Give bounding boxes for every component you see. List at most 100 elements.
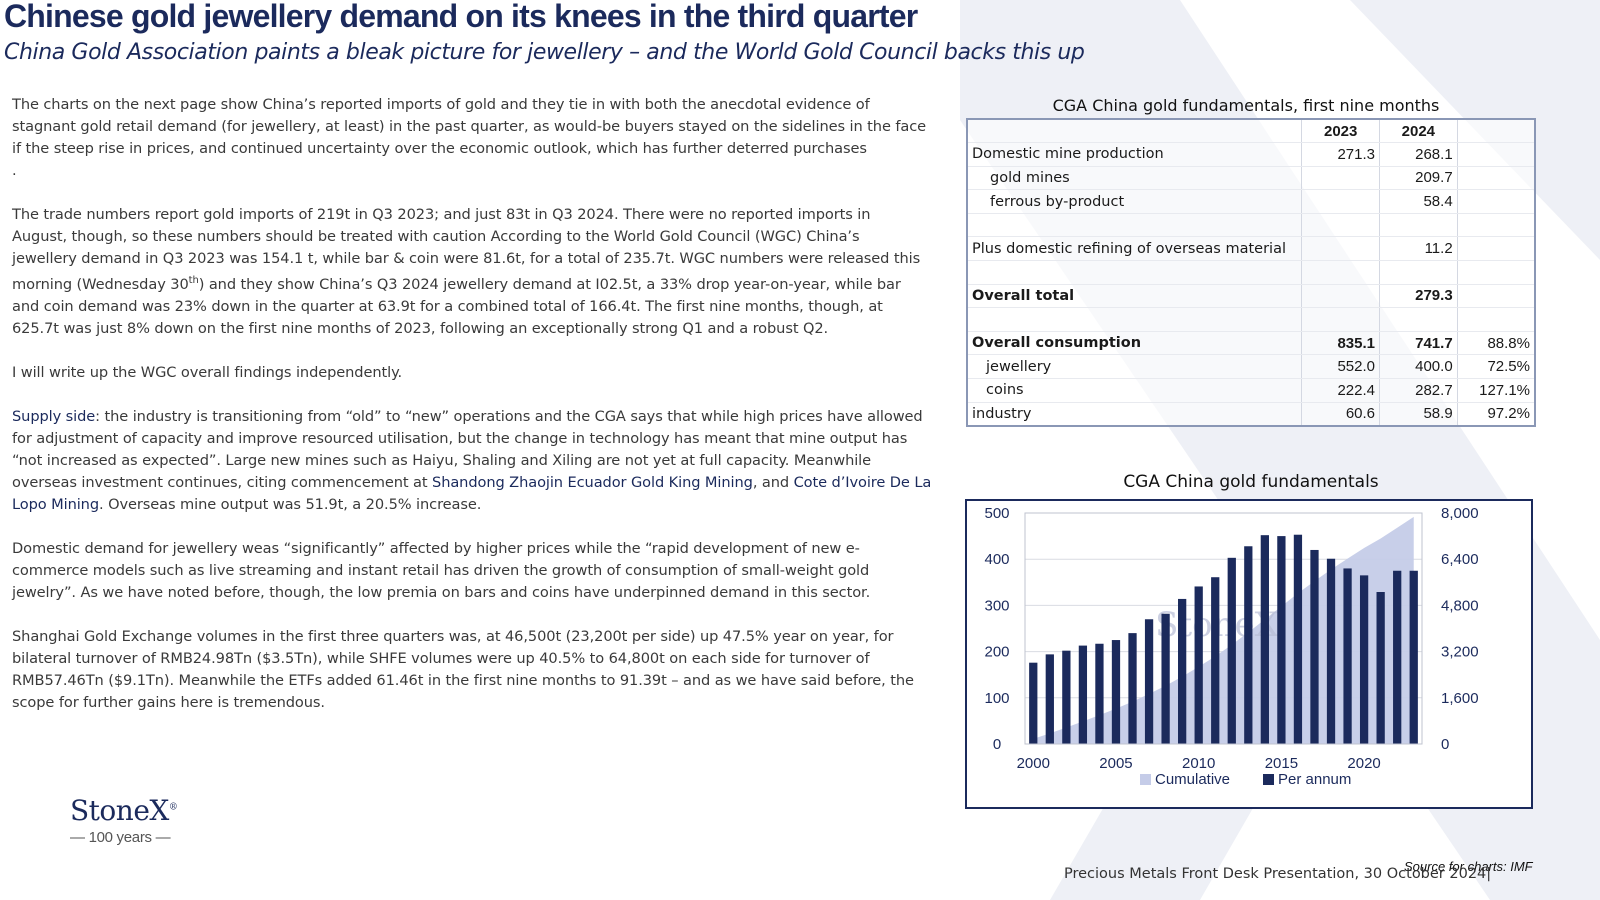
paragraph-line: overseas investment continues, citing co… — [12, 473, 932, 491]
table-cell: Overall total — [967, 284, 1303, 309]
x-tick-label: 2010 — [1182, 755, 1215, 772]
table-cell — [1457, 260, 1535, 285]
table-cell: 60.6 — [1301, 402, 1381, 427]
y-left-tick-label: 400 — [984, 551, 1009, 568]
table-cell: 58.4 — [1379, 189, 1458, 214]
table-cell — [1457, 142, 1535, 167]
table-row: Overall total 279.3 — [967, 284, 1535, 309]
paragraph-line: Supply side: the industry is transitioni… — [12, 407, 923, 425]
table-cell: gold mines — [967, 166, 1303, 191]
table-cell: 552.0 — [1301, 354, 1381, 380]
bar-per-annum-2021 — [1376, 592, 1385, 744]
paragraph-line: The trade numbers report gold imports of… — [12, 206, 871, 223]
paragraph-line: August, though, so these numbers should … — [12, 228, 860, 245]
bar-per-annum-2003 — [1078, 645, 1088, 744]
paragraph-line: Shanghai Gold Exchange volumes in the fi… — [12, 627, 894, 645]
table-cell — [967, 119, 1303, 144]
paragraph-line: “not increased as expected”. Large new m… — [12, 451, 872, 469]
table-cell: 88.8% — [1457, 331, 1535, 356]
y-right-tick-label: 1,600 — [1441, 690, 1479, 707]
table-cell: 222.4 — [1301, 378, 1381, 403]
fundamentals-table: 2023 2024 Domestic mine production 271.3… — [966, 118, 1536, 427]
link-lopo-mining[interactable]: Lopo Mining — [12, 495, 99, 513]
y-left-tick-label: 500 — [984, 505, 1009, 522]
table-cell — [1457, 119, 1535, 144]
table-cell — [967, 307, 1303, 332]
x-tick-label: 2020 — [1347, 755, 1380, 772]
table-cell: Plus domestic refining of overseas mater… — [967, 236, 1303, 262]
page-subtitle: China Gold Association paints a bleak pi… — [4, 40, 1085, 65]
table-cell: Domestic mine production — [967, 142, 1303, 167]
y-right-tick-label: 8,000 — [1441, 505, 1479, 522]
bar-per-annum-2023 — [1409, 570, 1418, 744]
table-cell: 279.3 — [1379, 284, 1458, 309]
table-cell: Overall consumption — [967, 331, 1303, 356]
bar-per-annum-2009 — [1178, 598, 1187, 744]
logo-years: — 100 years — — [70, 829, 171, 846]
table-cell — [967, 213, 1303, 238]
link-cote-divoire[interactable]: Cote d’Ivoire De La — [793, 473, 932, 491]
bar-per-annum-2001 — [1045, 654, 1054, 744]
paragraph-line: 625.7t was just 8% down on the first nin… — [12, 319, 829, 337]
legend-label-per-annum: Per annum — [1278, 771, 1351, 788]
table-cell: 11.2 — [1379, 236, 1458, 262]
table-row: jewellery 552.0 400.0 72.5% — [967, 354, 1535, 380]
y-left-tick-label: 100 — [984, 690, 1009, 707]
table-cell — [1301, 189, 1381, 214]
table-cell: jewellery — [967, 354, 1303, 380]
table-cell: 400.0 — [1379, 354, 1458, 380]
x-tick-label: 2005 — [1099, 755, 1132, 772]
paragraph-line: Lopo Mining. Overseas mine output was 51… — [12, 495, 482, 513]
plot-frame — [1024, 512, 1423, 745]
table-cell — [1301, 236, 1381, 262]
table-row — [967, 307, 1535, 332]
table-cell — [1301, 307, 1381, 332]
y-right-tick-label: 3,200 — [1441, 644, 1479, 661]
table-cell: 72.5% — [1457, 354, 1535, 380]
legend-swatch-per-annum — [1263, 774, 1274, 785]
table-row: industry 60.6 58.9 97.2% — [967, 402, 1535, 427]
table-cell: ferrous by-product — [967, 189, 1303, 214]
gold-fundamentals-chart: StoneX010020030040050001,6003,2004,8006,… — [965, 499, 1533, 809]
article-body: The charts on the next page show China’s… — [12, 94, 952, 714]
table-title: CGA China gold fundamentals, first nine … — [1052, 96, 1440, 115]
x-tick-label: 2015 — [1265, 755, 1298, 772]
legend-label-cumulative: Cumulative — [1155, 771, 1230, 788]
paragraph-line: bilateral turnover of RMB24.98Tn ($3.5Tn… — [12, 649, 870, 667]
table-row: Overall consumption 835.1 741.7 88.8% — [967, 331, 1535, 356]
legend-swatch-cumulative — [1140, 774, 1151, 785]
bar-per-annum-2006 — [1128, 633, 1137, 744]
bar-per-annum-2010 — [1194, 586, 1203, 744]
table-cell — [1301, 166, 1381, 191]
paragraph-line: commerce models such as live streaming a… — [12, 561, 870, 579]
table-cell — [1457, 284, 1535, 309]
bar-per-annum-2000 — [1029, 662, 1038, 744]
paragraph-line: morning (Wednesday 30th) and they show C… — [12, 275, 901, 293]
table-row — [967, 260, 1535, 285]
paragraph-line: and coin demand was 23% down in the quar… — [12, 297, 883, 315]
y-left-tick-label: 300 — [984, 597, 1009, 614]
paragraph-line: jewelry”. As we have noted before, thoug… — [12, 583, 871, 601]
paragraph-line: . — [12, 162, 17, 179]
table-cell — [1301, 213, 1381, 238]
bar-per-annum-2012 — [1227, 557, 1236, 744]
table-cell: 209.7 — [1379, 166, 1458, 191]
paragraph-line: I will write up the WGC overall findings… — [12, 363, 403, 381]
bar-per-annum-2014 — [1260, 535, 1269, 744]
y-right-tick-label: 6,400 — [1441, 551, 1479, 568]
table-cell — [1301, 260, 1381, 285]
supply-side-label: Supply side — [12, 407, 96, 425]
table-cell — [1457, 189, 1535, 214]
table-cell: 97.2% — [1457, 402, 1535, 427]
bar-per-annum-2022 — [1393, 570, 1402, 744]
bar-per-annum-2008 — [1161, 613, 1170, 744]
bar-per-annum-2017 — [1310, 549, 1319, 744]
bar-per-annum-2002 — [1062, 650, 1071, 744]
paragraph-line: scope for further gains here is tremendo… — [12, 693, 325, 711]
x-tick-label: 2000 — [1017, 755, 1050, 772]
paragraph-line: The charts on the next page show China’s… — [12, 96, 870, 113]
table-cell: industry — [967, 402, 1303, 427]
y-left-tick-label: 0 — [993, 736, 1001, 753]
link-shandong-zhaojin[interactable]: Shandong Zhaojin Ecuador Gold King Minin… — [432, 473, 753, 491]
stonex-logo: StoneX® — 100 years — — [70, 794, 178, 846]
